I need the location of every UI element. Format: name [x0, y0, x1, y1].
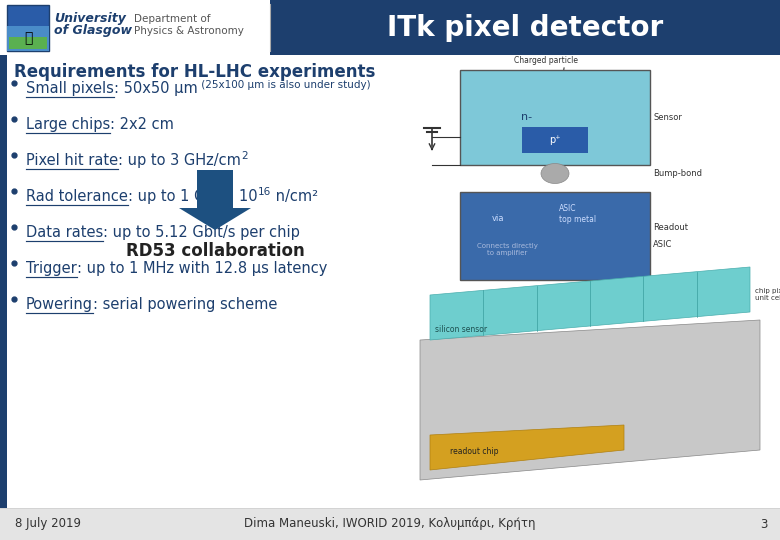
Text: n/cm²: n/cm²: [271, 189, 318, 204]
Text: Large chips: Large chips: [26, 117, 110, 132]
Text: : up to 5.12 Gbit/s per chip: : up to 5.12 Gbit/s per chip: [103, 225, 300, 240]
Text: 3: 3: [760, 517, 768, 530]
Text: Trigger: Trigger: [26, 261, 76, 276]
Bar: [460, 70, 650, 165]
Bar: [0, 0, 270, 55]
Text: Requirements for HL-LHC experiments: Requirements for HL-LHC experiments: [14, 63, 375, 81]
Text: Rad tolerance: Rad tolerance: [26, 189, 128, 204]
Ellipse shape: [541, 164, 569, 184]
Polygon shape: [179, 170, 251, 230]
Bar: [9, 37, 47, 49]
Text: of Glasgow: of Glasgow: [54, 24, 132, 37]
Text: Dima Maneuski, IWORID 2019, Κολυμπάρι, Κρήτη: Dima Maneuski, IWORID 2019, Κολυμπάρι, Κ…: [244, 517, 536, 530]
Bar: [522, 127, 588, 153]
Bar: [0, 0, 780, 55]
Polygon shape: [430, 267, 750, 340]
Text: silicon sensor: silicon sensor: [435, 325, 488, 334]
Text: ASIC
top metal: ASIC top metal: [558, 204, 596, 224]
Text: n-: n-: [521, 112, 532, 122]
Text: 🏛: 🏛: [24, 31, 32, 45]
Text: Pixel hit rate: Pixel hit rate: [26, 153, 118, 168]
Text: readout chip: readout chip: [450, 448, 498, 456]
Bar: [0, 508, 780, 540]
Text: 16: 16: [257, 187, 271, 197]
Text: Readout: Readout: [653, 222, 688, 232]
Text: University: University: [54, 12, 126, 25]
Text: 2: 2: [241, 151, 247, 161]
Text: : up to 1 MHz with 12.8 μs latency: : up to 1 MHz with 12.8 μs latency: [76, 261, 327, 276]
Text: ASIC: ASIC: [653, 240, 672, 249]
Text: : 50x50 μm: : 50x50 μm: [114, 81, 197, 96]
Text: : serial powering scheme: : serial powering scheme: [93, 297, 278, 312]
Text: : up to 3 GHz/cm: : up to 3 GHz/cm: [118, 153, 241, 168]
Text: Sensor: Sensor: [653, 113, 682, 122]
Polygon shape: [420, 320, 760, 480]
Text: Data rates: Data rates: [26, 225, 103, 240]
Text: 8 July 2019: 8 July 2019: [15, 517, 81, 530]
Text: (25x100 μm is also under study): (25x100 μm is also under study): [197, 80, 370, 90]
Text: RD53 collaboration: RD53 collaboration: [126, 242, 304, 260]
Text: : up to 1 Grad, 10: : up to 1 Grad, 10: [128, 189, 257, 204]
Bar: [460, 192, 650, 280]
Text: p⁺: p⁺: [549, 135, 561, 145]
Text: Bump-bond: Bump-bond: [653, 169, 702, 178]
Text: Powering: Powering: [26, 297, 93, 312]
Text: Connects directly
to amplifier: Connects directly to amplifier: [477, 242, 538, 255]
Text: Small pixels: Small pixels: [26, 81, 114, 96]
Text: : 2x2 cm: : 2x2 cm: [110, 117, 174, 132]
Bar: [7, 26, 49, 51]
Bar: [0, 55, 7, 508]
Text: chip pixel
unit cell: chip pixel unit cell: [755, 288, 780, 301]
Text: Physics & Astronomy: Physics & Astronomy: [134, 25, 244, 36]
Text: Charged particle: Charged particle: [513, 56, 577, 65]
Text: via: via: [491, 214, 504, 223]
Text: ITk pixel detector: ITk pixel detector: [387, 14, 663, 42]
Bar: [7, 5, 49, 51]
Text: Department of: Department of: [134, 14, 211, 24]
Polygon shape: [430, 425, 624, 470]
